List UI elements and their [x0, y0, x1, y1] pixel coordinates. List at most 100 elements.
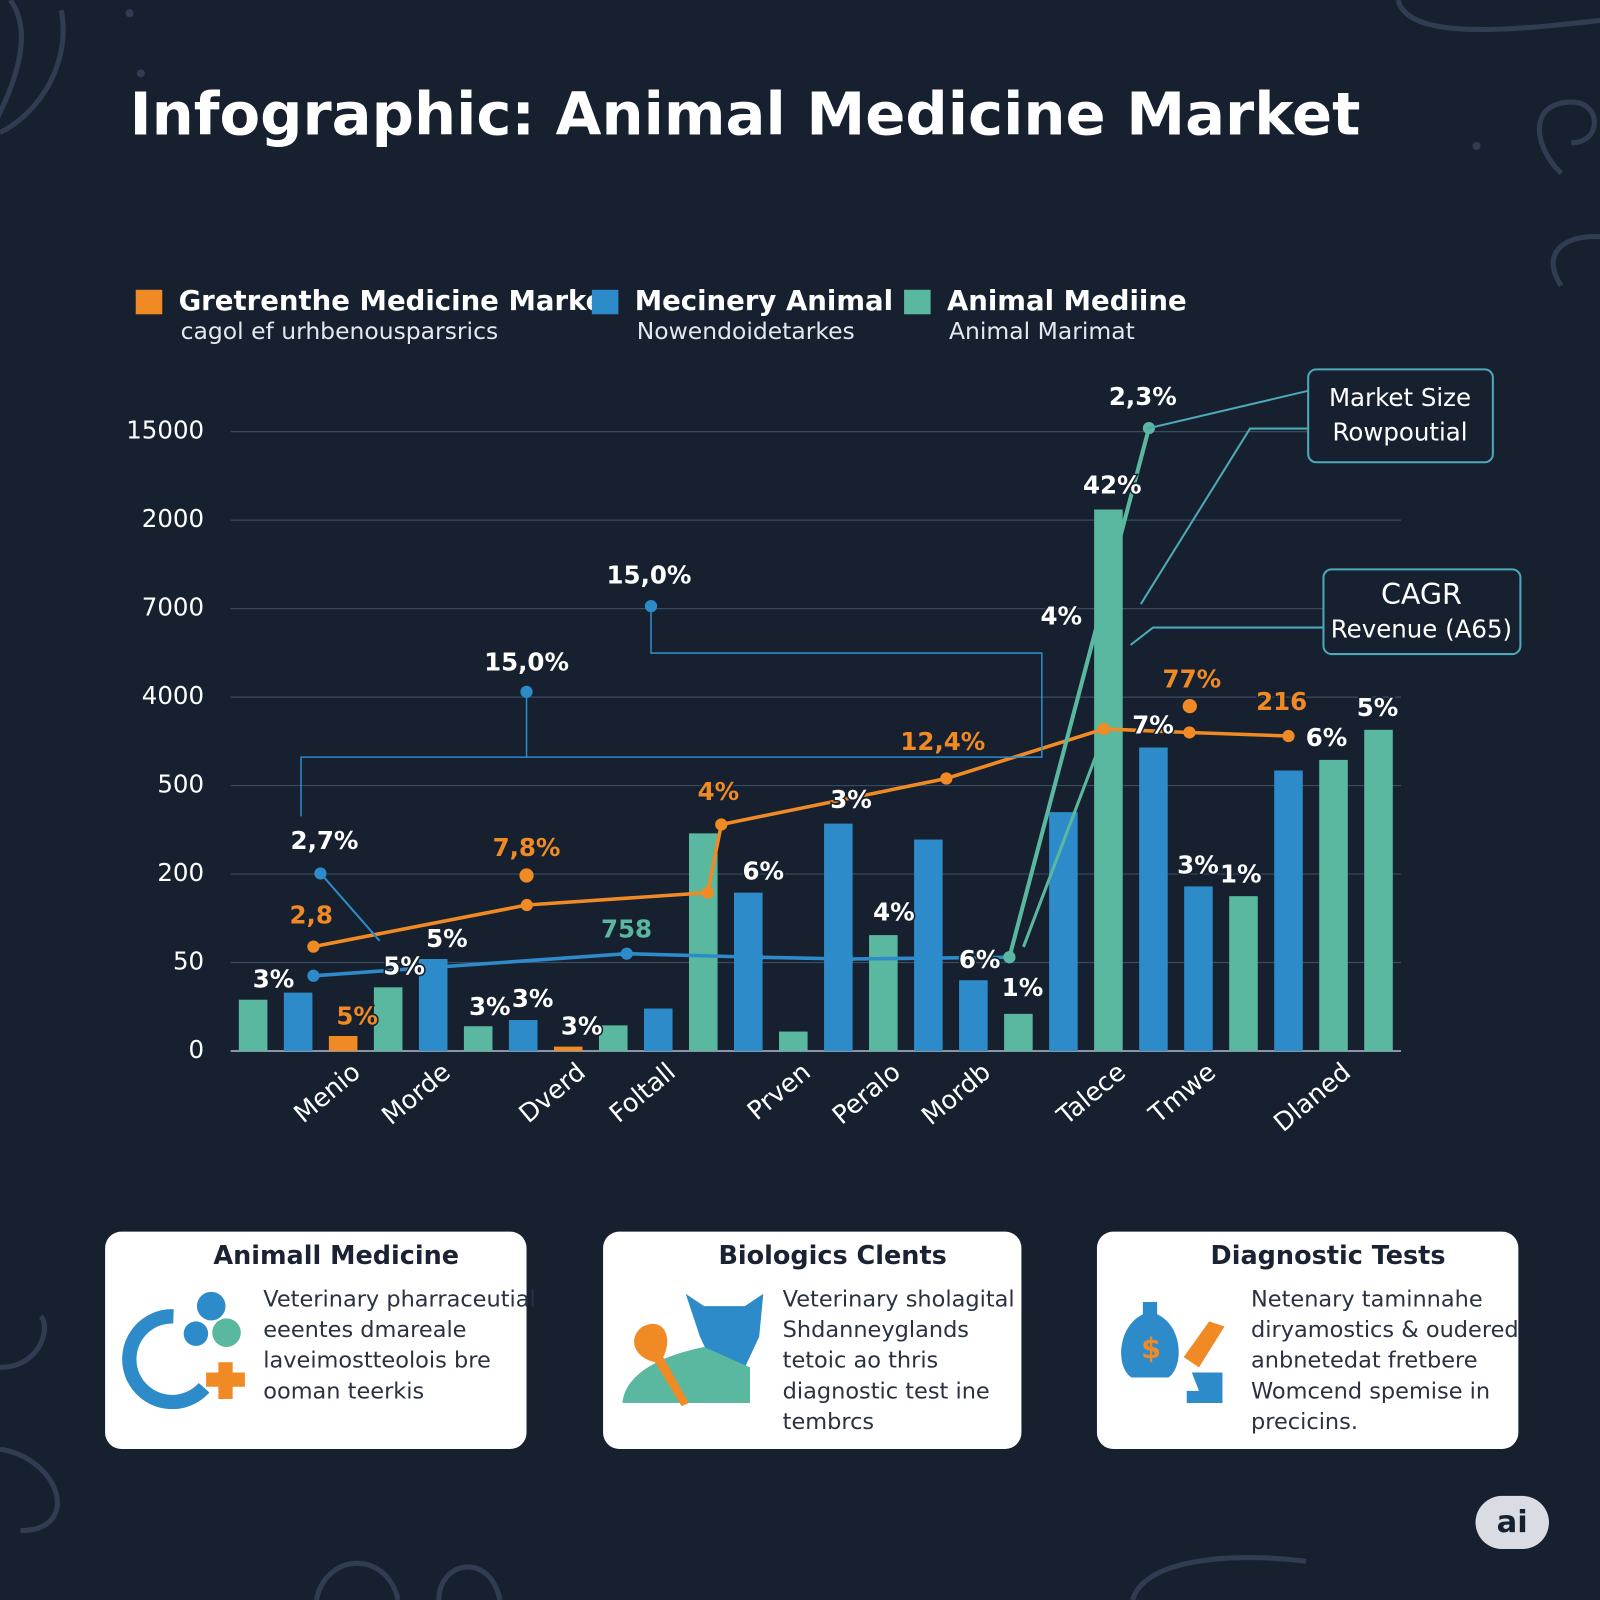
bar — [779, 1031, 808, 1052]
y-tick-label: 7000 — [142, 593, 204, 622]
marker-dot — [1182, 698, 1197, 714]
data-label: 3% — [561, 1012, 603, 1041]
data-label: 4% — [873, 897, 915, 926]
bar — [508, 1020, 538, 1052]
card-text: diagnostic test ine — [783, 1378, 990, 1404]
swirl — [1395, 0, 1600, 33]
swirl — [0, 1314, 47, 1370]
card-title: Animall Medicine — [213, 1241, 459, 1271]
data-label: 3% — [253, 965, 295, 994]
dot — [136, 69, 145, 78]
badge-text: ai — [1497, 1505, 1528, 1540]
bar — [373, 987, 403, 1052]
swirl — [1550, 234, 1600, 288]
data-label: 4% — [698, 777, 740, 806]
data-label: 5% — [426, 924, 468, 953]
bar — [1094, 509, 1123, 1052]
card-text: tetoic ao thris — [783, 1348, 939, 1374]
icon-shape — [183, 1321, 209, 1346]
bar — [598, 1025, 628, 1052]
line-point — [1003, 951, 1016, 964]
swirl — [0, 9, 66, 135]
callout-box — [1322, 568, 1522, 656]
swirl — [313, 1560, 401, 1600]
bar — [553, 1046, 583, 1052]
line-point — [715, 818, 728, 831]
data-label: 7% — [1132, 711, 1174, 740]
line-point — [307, 940, 320, 953]
y-tick-label: 500 — [157, 770, 204, 799]
line-point — [940, 772, 953, 785]
icon-shape — [206, 1362, 245, 1399]
dot — [1472, 141, 1481, 150]
callout-text: Market Size — [1329, 383, 1471, 412]
legend-label: Mecinery Animal — [635, 285, 893, 317]
icon-shape — [196, 1291, 226, 1321]
data-label: 4% — [1040, 601, 1082, 630]
connector — [1022, 752, 1099, 948]
line-point — [841, 952, 854, 966]
bar — [869, 935, 898, 1052]
swirl — [0, 1446, 60, 1534]
data-label: 5% — [383, 951, 425, 980]
bar — [1274, 770, 1303, 1052]
data-label: 3% — [830, 785, 872, 814]
icon-shape — [1186, 1372, 1223, 1404]
bar — [959, 980, 988, 1052]
bar — [238, 999, 268, 1052]
data-label: 216 — [1256, 687, 1307, 716]
card-icon: $ — [1121, 1302, 1225, 1404]
y-tick-label: 4000 — [142, 681, 204, 710]
data-label: 6% — [1306, 723, 1348, 752]
data-label: 2,8 — [290, 900, 333, 929]
marker-dot — [314, 867, 327, 880]
line-point — [751, 951, 764, 964]
data-label: 15,0% — [484, 647, 569, 676]
bar — [643, 1008, 673, 1052]
icon-shape — [122, 1309, 210, 1410]
line-point — [1183, 726, 1196, 739]
dot — [125, 9, 134, 18]
icon-shape — [1121, 1302, 1179, 1378]
swirl — [436, 1564, 503, 1600]
data-label: 758 — [601, 915, 652, 944]
marker-dot — [520, 685, 533, 698]
icon-shape — [685, 1293, 764, 1368]
callout-box — [1307, 368, 1494, 464]
card-text: precicins. — [1251, 1409, 1358, 1435]
bar — [463, 1026, 493, 1052]
data-label: 3% — [512, 984, 554, 1013]
y-tick-label: 200 — [157, 858, 204, 887]
callout-text: CAGR — [1381, 577, 1462, 611]
legend-label: Animal Mediine — [947, 285, 1187, 317]
card-icon — [622, 1293, 764, 1407]
card-icon — [122, 1291, 245, 1410]
card-title: Diagnostic Tests — [1211, 1241, 1446, 1271]
card-text: anbnetedat fretbere — [1251, 1348, 1478, 1374]
bar — [1049, 812, 1078, 1052]
bar — [283, 992, 313, 1052]
card-text: eeentes dmareale — [263, 1317, 466, 1343]
bar — [1139, 747, 1168, 1052]
bar — [1004, 1013, 1033, 1052]
line-series — [1007, 427, 1151, 958]
data-label: 1% — [1220, 860, 1262, 889]
line-series — [313, 727, 1289, 949]
card-text: tembrcs — [783, 1409, 874, 1435]
bar — [1319, 759, 1348, 1052]
icon-shape — [622, 1346, 750, 1404]
card-text: Womcend spemise in — [1251, 1378, 1490, 1404]
card-text: Netenary taminnahe — [1251, 1287, 1483, 1313]
card-text: Veterinary sholagital — [783, 1287, 1015, 1313]
data-label: 1% — [1002, 973, 1044, 1002]
legend-swatch — [904, 289, 931, 315]
icon-shape — [1183, 1321, 1225, 1368]
connector — [1146, 389, 1309, 430]
line-point — [520, 898, 533, 912]
data-label: 5% — [1357, 693, 1399, 722]
data-label: 7,8% — [493, 833, 561, 862]
bar — [1184, 886, 1213, 1052]
line-point — [620, 947, 633, 960]
